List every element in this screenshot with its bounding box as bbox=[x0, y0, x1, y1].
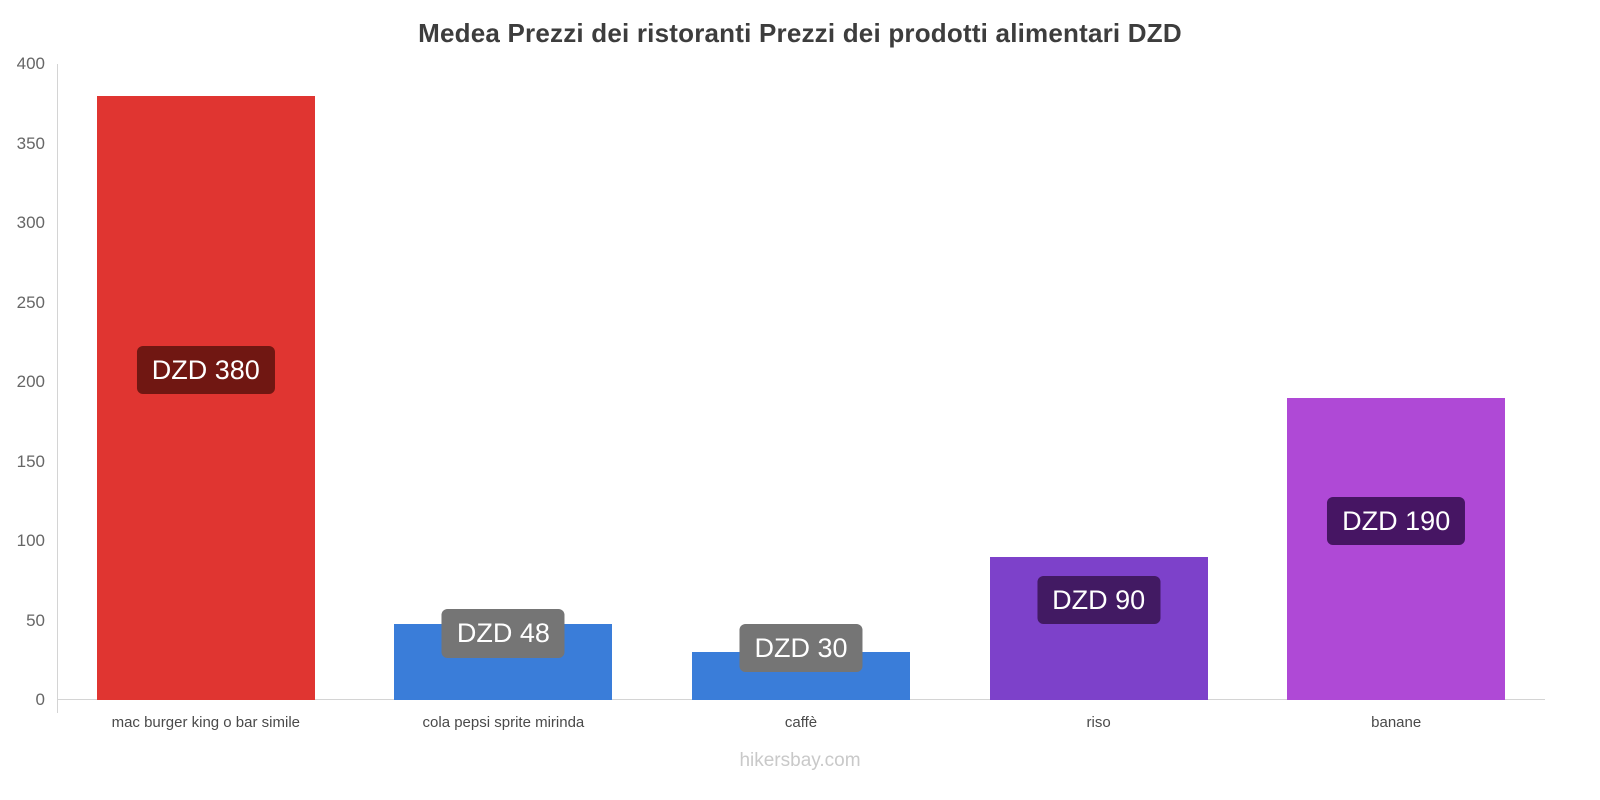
bar-value-label: DZD 90 bbox=[1037, 576, 1161, 625]
bar-5[interactable] bbox=[1287, 397, 1506, 700]
bar-value-label: DZD 380 bbox=[136, 345, 275, 394]
bar-value-label: DZD 30 bbox=[739, 623, 863, 673]
y-tick-label: 0 bbox=[35, 690, 45, 709]
x-category-label: banane bbox=[1371, 714, 1422, 731]
x-category-label: mac burger king o bar simile bbox=[111, 714, 301, 731]
watermark: hikersbay.com bbox=[739, 750, 861, 771]
y-tick-label: 350 bbox=[16, 133, 45, 153]
y-tick-label: 50 bbox=[26, 610, 45, 630]
y-axis-line bbox=[57, 64, 58, 713]
y-tick-label: 150 bbox=[16, 451, 45, 471]
y-tick-label: 250 bbox=[16, 292, 45, 312]
x-category-label: riso bbox=[1086, 714, 1111, 731]
x-category-label: caffè bbox=[784, 714, 818, 731]
bar-value-label: DZD 190 bbox=[1327, 496, 1466, 545]
plot-area: 0 50 100 150 200 250 300 350 400 DZD 380 mac burge… bbox=[17, 54, 1545, 731]
y-tick-label: 200 bbox=[16, 372, 45, 391]
x-category-label: cola pepsi sprite mirinda bbox=[422, 714, 585, 731]
bar-1[interactable] bbox=[96, 95, 315, 700]
bar-value-label: DZD 48 bbox=[441, 609, 565, 658]
chart-title: Medea Prezzi dei ristoranti Prezzi dei p… bbox=[418, 18, 1182, 48]
y-tick-label: 300 bbox=[16, 213, 45, 232]
y-tick-label: 100 bbox=[16, 531, 45, 550]
y-tick-label: 400 bbox=[16, 54, 45, 73]
